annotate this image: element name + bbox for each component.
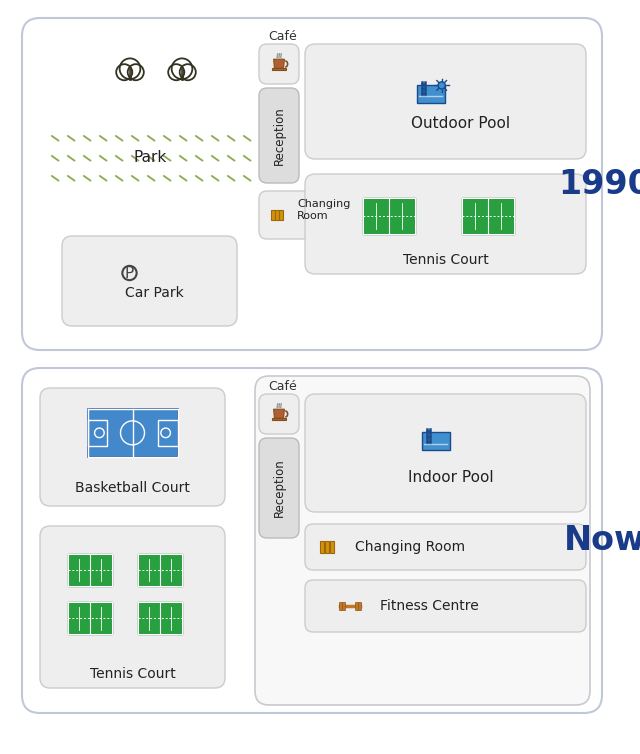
FancyBboxPatch shape — [22, 368, 602, 713]
Bar — [88, 409, 177, 457]
FancyBboxPatch shape — [305, 580, 586, 632]
Bar — [422, 432, 449, 450]
Polygon shape — [274, 60, 284, 68]
FancyBboxPatch shape — [40, 526, 225, 688]
Text: Basketball Court: Basketball Court — [75, 481, 190, 495]
Bar — [417, 84, 445, 103]
Text: Reception: Reception — [273, 458, 285, 517]
Bar — [355, 602, 358, 611]
Bar — [279, 210, 283, 219]
FancyBboxPatch shape — [305, 524, 586, 570]
Bar — [358, 602, 361, 611]
Text: Changing Room: Changing Room — [355, 540, 465, 554]
Bar — [68, 602, 112, 634]
Text: Indoor Pool: Indoor Pool — [408, 470, 493, 486]
Bar — [275, 210, 279, 219]
Polygon shape — [274, 409, 284, 418]
Bar — [271, 210, 275, 219]
Text: Now: Now — [564, 524, 640, 557]
FancyBboxPatch shape — [305, 394, 586, 512]
Bar — [138, 553, 182, 586]
Text: Car Park: Car Park — [125, 286, 184, 300]
Bar — [339, 602, 342, 611]
Text: Café: Café — [269, 379, 298, 393]
Bar — [68, 553, 112, 586]
Bar — [273, 418, 285, 420]
FancyBboxPatch shape — [259, 44, 299, 84]
Text: Park: Park — [133, 151, 166, 165]
Circle shape — [438, 81, 445, 89]
Bar — [273, 68, 285, 70]
Bar — [342, 602, 345, 611]
Text: Changing
Room: Changing Room — [297, 199, 350, 221]
Bar — [330, 541, 334, 553]
Bar — [364, 198, 415, 234]
FancyBboxPatch shape — [255, 376, 590, 705]
FancyBboxPatch shape — [40, 388, 225, 506]
Text: Reception: Reception — [273, 106, 285, 165]
FancyBboxPatch shape — [62, 236, 237, 326]
Text: Tennis Court: Tennis Court — [90, 667, 175, 681]
FancyBboxPatch shape — [305, 174, 586, 274]
Text: Outdoor Pool: Outdoor Pool — [411, 116, 510, 131]
FancyBboxPatch shape — [259, 88, 299, 183]
FancyBboxPatch shape — [259, 438, 299, 538]
FancyBboxPatch shape — [259, 191, 384, 239]
Text: Fitness Centre: Fitness Centre — [380, 599, 479, 613]
Text: Tennis Court: Tennis Court — [403, 253, 488, 267]
FancyBboxPatch shape — [22, 18, 602, 350]
Text: 1990: 1990 — [559, 167, 640, 201]
Text: P: P — [125, 265, 134, 280]
Bar — [320, 541, 324, 553]
Bar — [461, 198, 514, 234]
FancyBboxPatch shape — [259, 394, 299, 434]
Bar — [138, 602, 182, 634]
Bar — [157, 420, 177, 446]
Bar — [325, 541, 329, 553]
Bar — [88, 420, 108, 446]
FancyBboxPatch shape — [305, 44, 586, 159]
Text: Café: Café — [269, 29, 298, 42]
